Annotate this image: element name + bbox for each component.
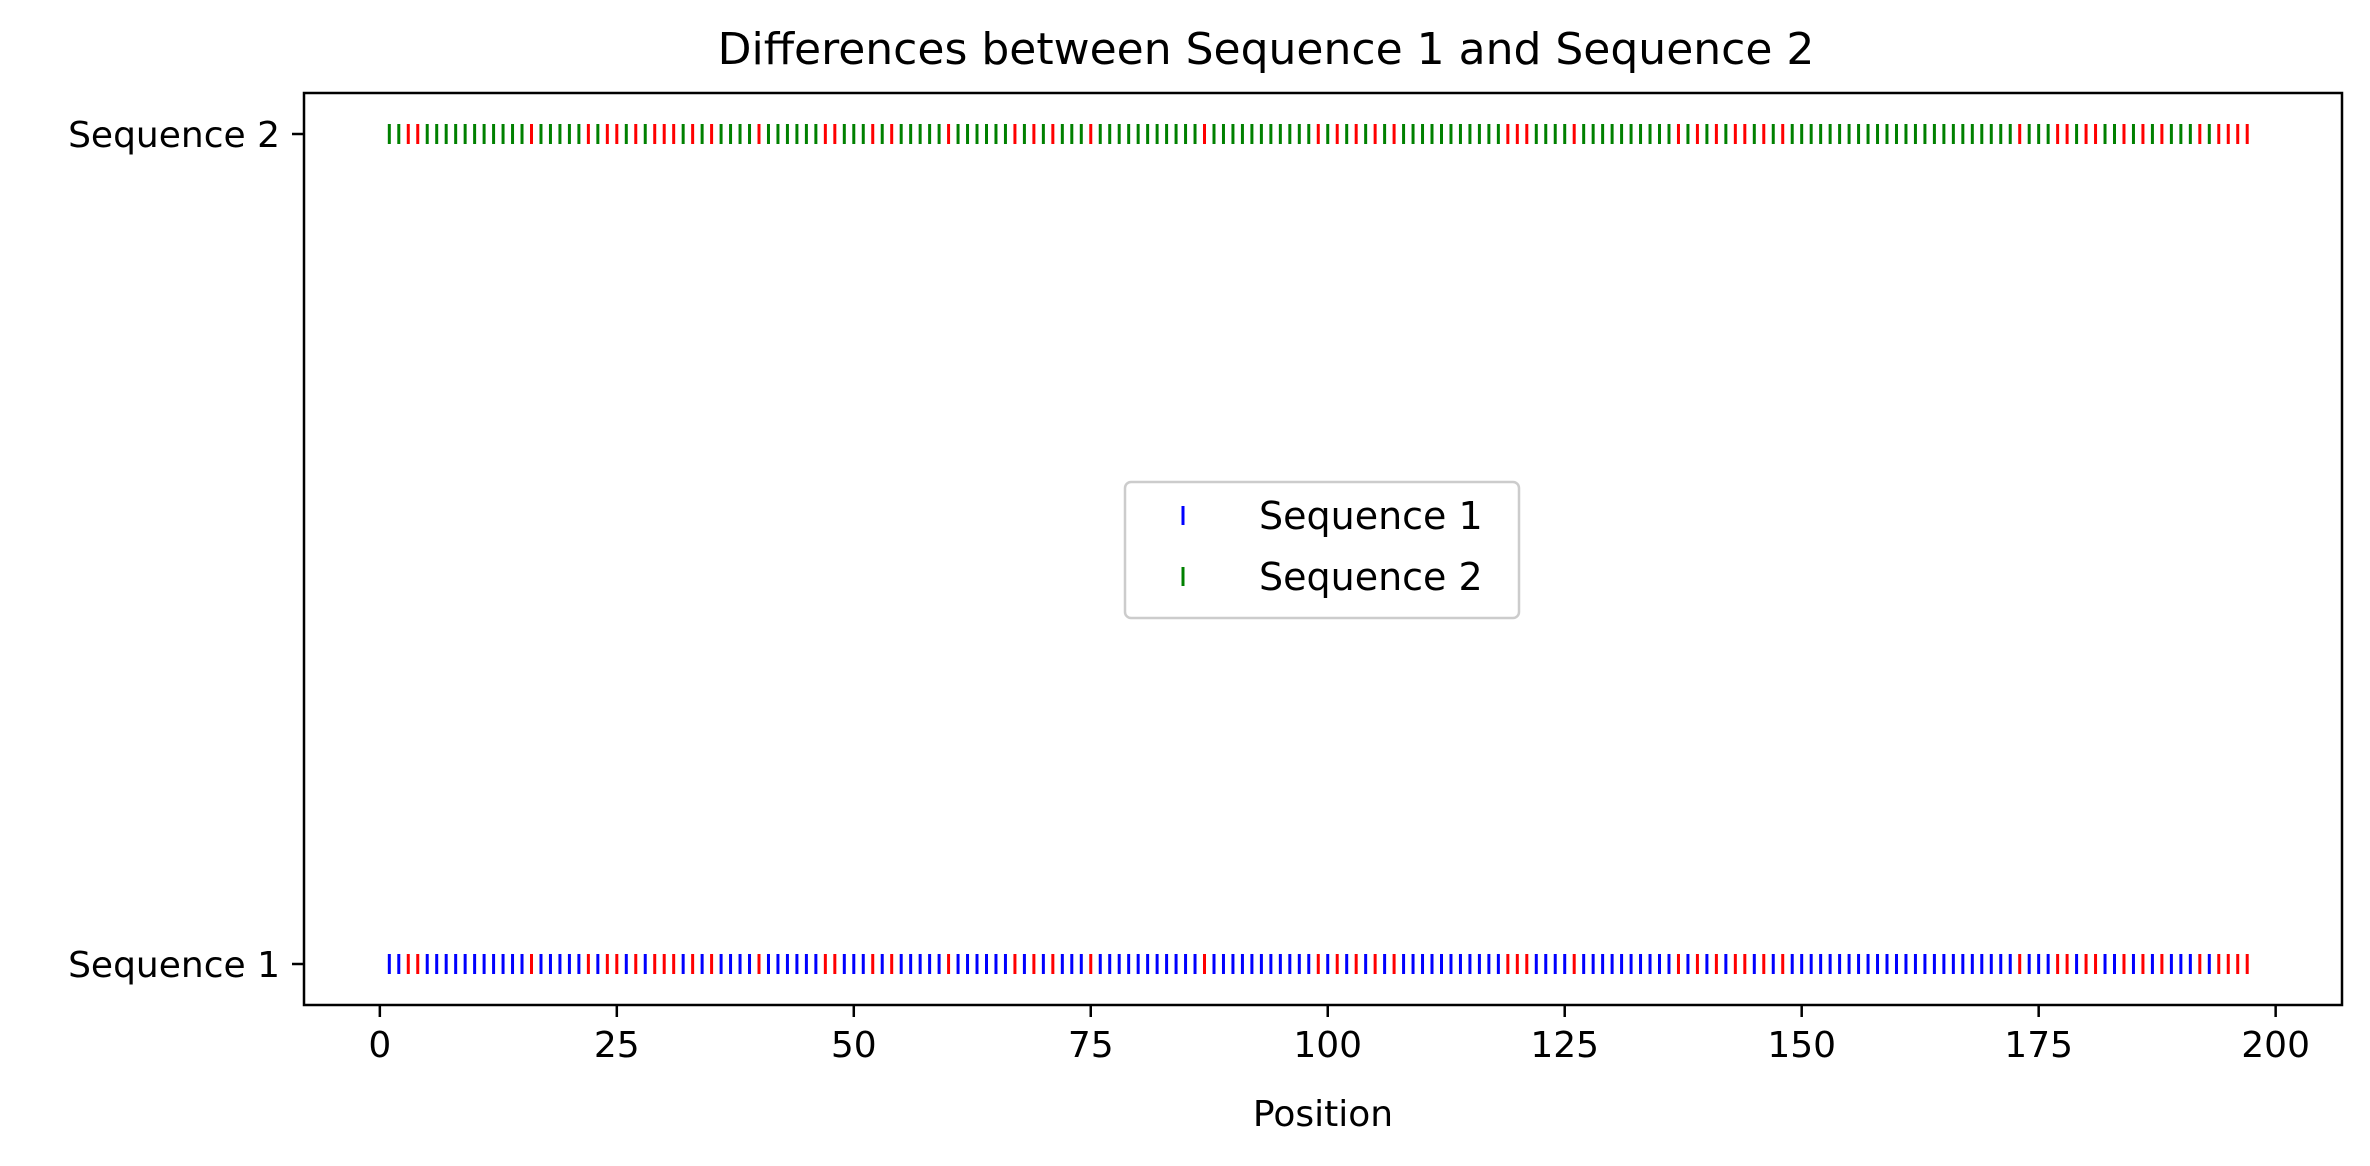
x-tick-label: 0	[368, 1025, 391, 1066]
y-tick-label: Sequence 1	[68, 945, 280, 986]
x-tick-label: 200	[2241, 1025, 2310, 1066]
plot-marks	[387, 124, 2249, 974]
x-axis: 0 25 50 75 100 125 150 175 200	[368, 1005, 2310, 1066]
legend-label-sequence-2: Sequence 2	[1259, 555, 1483, 599]
x-tick-label: 125	[1530, 1025, 1599, 1066]
x-axis-label: Position	[1253, 1094, 1393, 1135]
x-tick-label: 25	[594, 1025, 640, 1066]
x-tick-label: 50	[831, 1025, 877, 1066]
x-tick-label: 100	[1293, 1025, 1362, 1066]
legend-frame	[1123, 480, 1521, 620]
y-tick-label: Sequence 2	[68, 115, 280, 156]
series-1-marks	[387, 954, 2249, 974]
x-tick-label: 150	[1767, 1025, 1836, 1066]
y-axis: Sequence 1 Sequence 2	[68, 115, 304, 986]
plot-frame	[302, 91, 2344, 1007]
legend-label-sequence-1: Sequence 1	[1259, 494, 1483, 538]
x-tick-label: 175	[2004, 1025, 2073, 1066]
x-tick-label: 75	[1068, 1025, 1114, 1066]
series-2-marks	[387, 124, 2249, 144]
chart-title: Differences between Sequence 1 and Seque…	[718, 24, 1815, 75]
legend: Sequence 1 Sequence 2	[1123, 480, 1521, 620]
